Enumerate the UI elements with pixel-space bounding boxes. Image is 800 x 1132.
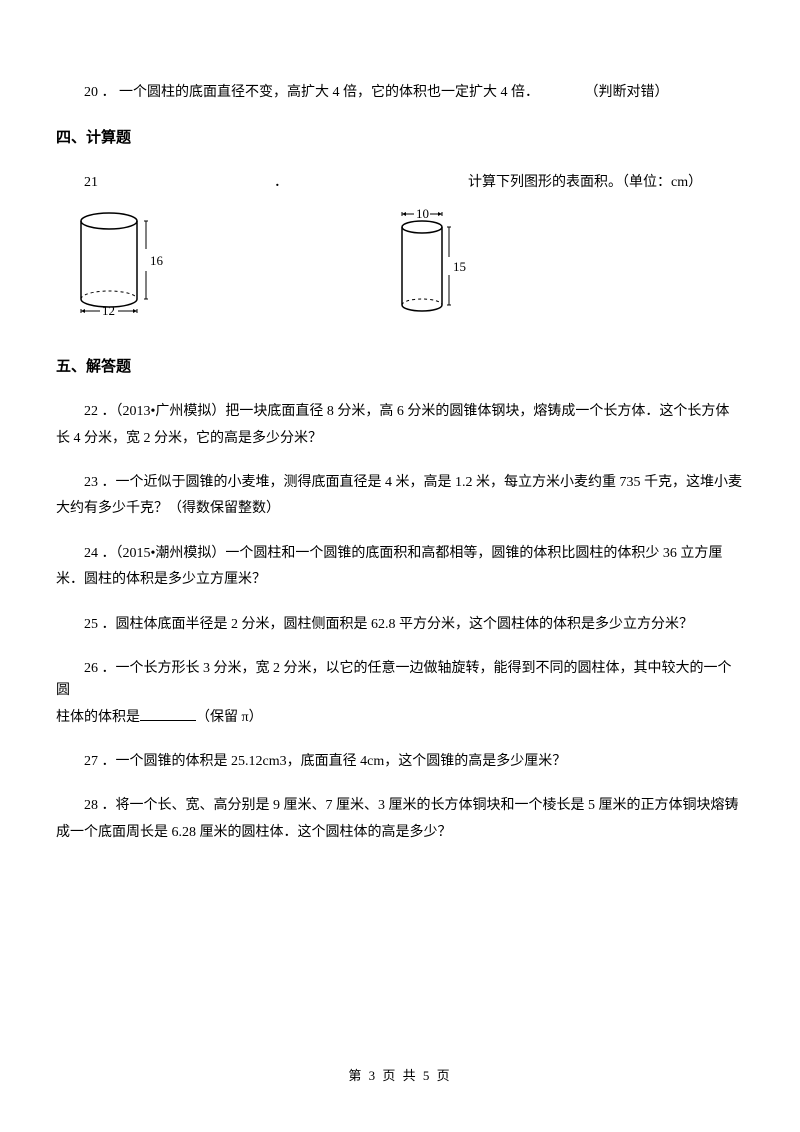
- fig2-top-label: 10: [416, 209, 429, 221]
- q26-line2-post: （保留 π）: [196, 710, 263, 725]
- q20-number: 20 ．: [84, 85, 116, 100]
- fig1-height-label: 16: [150, 253, 164, 268]
- q25-text: 25 ．圆柱体底面半径是 2 分米，圆柱侧面积是 62.8 平方分米，这个圆柱体…: [56, 614, 744, 636]
- section-5-title: 五、解答题: [56, 355, 744, 379]
- q22-line2: 长 4 分米，宽 2 分米，它的高是多少分米？: [56, 428, 744, 450]
- q26-line2: 柱体的体积是 （保留 π）: [56, 707, 744, 729]
- q20-text: 一个圆柱的底面直径不变，高扩大 4 倍，它的体积也一定扩大 4 倍．: [119, 85, 539, 100]
- q22-line1: 22 ．（2013•广州模拟）把一块底面直径 8 分米，高 6 分米的圆锥体钢块…: [56, 401, 744, 423]
- q28-line1: 28 ．将一个长、宽、高分别是 9 厘米、7 厘米、3 厘米的长方体铜块和一个棱…: [56, 795, 744, 817]
- question-20: 20 ． 一个圆柱的底面直径不变，高扩大 4 倍，它的体积也一定扩大 4 倍． …: [56, 82, 744, 104]
- q26-line1: 26 ．一个长方形长 3 分米，宽 2 分米，以它的任意一边做轴旋转，能得到不同…: [56, 658, 744, 703]
- q21-number: 21: [56, 172, 98, 194]
- q24-line1: 24 ．（2015•潮州模拟）一个圆柱和一个圆锥的底面积和高都相等，圆锥的体积比…: [56, 543, 744, 565]
- figures-row: 16 12 10: [56, 209, 744, 327]
- question-21: 21 ． 计算下列图形的表面积。（单位：cm）: [56, 172, 744, 194]
- q20-tf: （判断对错）: [585, 85, 669, 100]
- fig1-width-label: 12: [102, 303, 115, 318]
- q28-line2: 成一个底面周长是 6.28 厘米的圆柱体．这个圆柱体的高是多少？: [56, 822, 744, 844]
- figure-cylinder-2: 10 15: [392, 209, 472, 327]
- q23-line1: 23 ．一个近似于圆锥的小麦堆，测得底面直径是 4 米，高是 1.2 米，每立方…: [56, 472, 744, 494]
- blank-fill[interactable]: [140, 707, 196, 721]
- q27-text: 27 ．一个圆锥的体积是 25.12cm3，底面直径 4cm，这个圆锥的高是多少…: [56, 751, 744, 773]
- page-footer: 第 3 页 共 5 页: [0, 1066, 800, 1087]
- q21-dot: ．: [274, 172, 288, 194]
- q24-line2: 米．圆柱的体积是多少立方厘米？: [56, 569, 744, 591]
- fig2-height-label: 15: [453, 259, 466, 274]
- q23-line2: 大约有多少千克？（得数保留整数）: [56, 498, 744, 520]
- q26-line2-pre: 柱体的体积是: [56, 710, 140, 725]
- q21-text: 计算下列图形的表面积。（单位：cm）: [468, 172, 702, 194]
- figure-cylinder-1: 16 12: [74, 209, 174, 327]
- section-4-title: 四、计算题: [56, 126, 744, 150]
